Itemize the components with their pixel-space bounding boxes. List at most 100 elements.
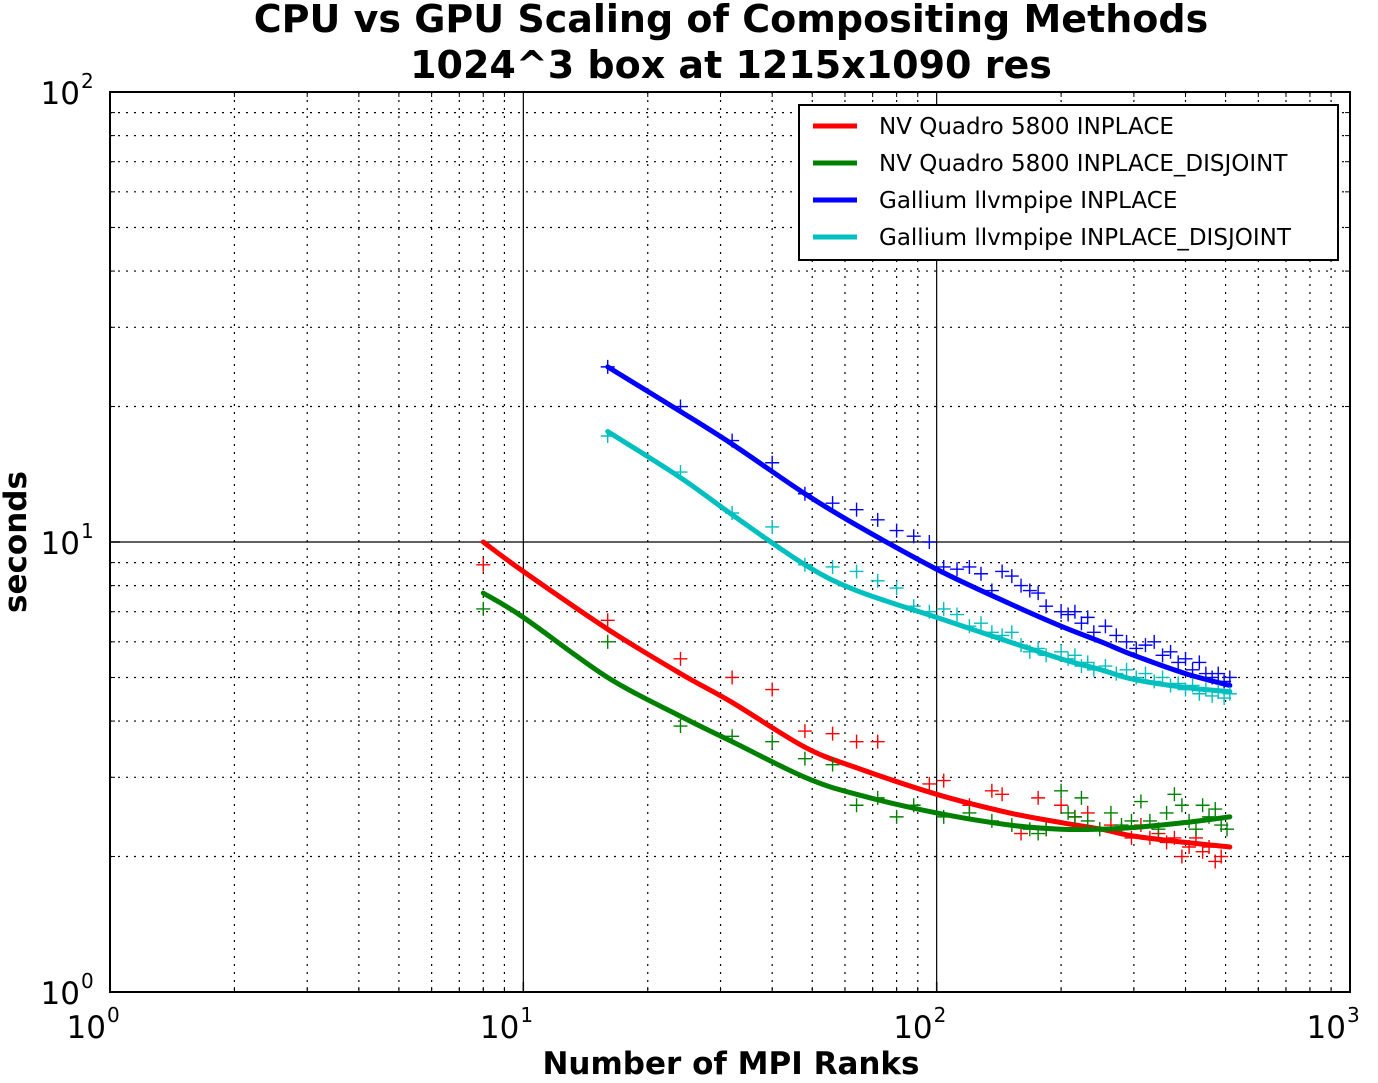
data-point-marker (825, 726, 840, 741)
data-point-marker (950, 562, 965, 577)
data-point-marker (1129, 641, 1144, 656)
x-tick-label-base: 10 (67, 1010, 106, 1046)
legend-entry: Gallium llvmpipe INPLACE_DISJOINT (813, 225, 1292, 251)
data-point-marker (849, 502, 864, 517)
data-point-marker (1220, 822, 1234, 837)
data-point-marker (725, 670, 740, 685)
data-point-marker (849, 798, 864, 813)
data-point-marker (1109, 628, 1124, 643)
data-point-marker (1067, 648, 1082, 663)
data-point-marker (1119, 634, 1134, 649)
data-point-marker (950, 607, 965, 622)
x-tick-label-exponent: 2 (934, 1003, 947, 1027)
data-point-marker (600, 634, 615, 649)
data-point-marker (797, 751, 812, 766)
data-point-marker (1222, 670, 1237, 685)
data-point-marker (1054, 604, 1069, 619)
x-tick-label-exponent: 0 (107, 1003, 120, 1027)
x-tick-label-base: 10 (480, 1010, 519, 1046)
data-point-marker (1174, 849, 1189, 864)
y-tick-label: 10 1 (41, 519, 94, 562)
data-point-marker (870, 573, 885, 588)
y-tick-label-exponent: 2 (81, 69, 94, 93)
y-tick-label-exponent: 0 (81, 969, 94, 993)
series-3 (600, 359, 1237, 689)
y-tick-label-exponent: 1 (81, 519, 94, 543)
y-tick-label: 10 2 (41, 69, 94, 112)
data-point-marker (1031, 586, 1046, 601)
data-point-marker (962, 559, 977, 574)
x-tick-label: 10 3 (1307, 1003, 1360, 1046)
data-point-marker (1178, 651, 1193, 666)
data-point-marker (1061, 805, 1076, 820)
data-point-marker (849, 564, 864, 579)
data-point-marker (936, 601, 951, 616)
data-point-marker (1195, 798, 1210, 813)
data-point-marker (600, 613, 615, 628)
series-fit-line (605, 429, 1233, 695)
data-point-marker (825, 757, 840, 772)
data-point-marker (889, 581, 904, 596)
data-point-marker (1074, 790, 1089, 805)
data-point-marker (1163, 644, 1178, 659)
legend-entry: NV Quadro 5800 INPLACE_DISJOINT (813, 151, 1288, 177)
data-point-marker (1039, 599, 1054, 614)
data-point-marker (1214, 849, 1229, 864)
x-tick-label-exponent: 3 (1347, 1003, 1360, 1027)
legend: NV Quadro 5800 INPLACE NV Quadro 5800 INP… (798, 104, 1339, 261)
data-point-marker (1031, 790, 1046, 805)
data-point-marker (1103, 805, 1118, 820)
data-point-marker (889, 523, 904, 538)
data-point-marker (922, 535, 937, 549)
chart-subtitle: 1024^3 box at 1215x1090 res (410, 43, 1052, 87)
data-point-marker (1004, 625, 1019, 640)
data-point-marker (673, 719, 688, 734)
y-axis-label: seconds (0, 471, 34, 613)
data-point-marker (889, 809, 904, 824)
legend-label: NV Quadro 5800 INPLACE_DISJOINT (879, 151, 1288, 177)
x-tick-label-base: 10 (1307, 1010, 1346, 1046)
chart-title: CPU vs GPU Scaling of Compositing Method… (254, 0, 1208, 41)
data-point-marker (797, 724, 812, 739)
data-point-marker (765, 519, 780, 534)
data-point-marker (765, 455, 780, 470)
x-tick-label: 10 0 (67, 1003, 120, 1046)
data-point-marker (1167, 787, 1182, 802)
series-2 (476, 590, 1234, 841)
data-point-marker (1067, 809, 1082, 824)
series-fit-line (480, 590, 1233, 833)
data-point-marker (1014, 578, 1029, 593)
x-axis-label: Number of MPI Ranks (542, 1046, 919, 1082)
data-point-marker (673, 651, 688, 666)
data-point-marker (1138, 666, 1153, 681)
data-point-marker (1188, 822, 1203, 837)
data-point-marker (995, 564, 1010, 579)
data-point-marker (476, 601, 491, 616)
series-layer (476, 359, 1237, 869)
data-point-marker (1004, 569, 1019, 584)
series-fit-line (480, 539, 1233, 850)
data-point-marker (1147, 634, 1162, 649)
data-point-marker (1192, 655, 1207, 670)
legend-entry: Gallium llvmpipe INPLACE (813, 188, 1177, 214)
data-point-marker (1159, 805, 1174, 820)
data-point-marker (476, 557, 491, 572)
data-point-marker (1074, 616, 1089, 631)
legend-label: NV Quadro 5800 INPLACE (879, 114, 1174, 140)
data-point-marker (765, 734, 780, 749)
series-fit-line (605, 364, 1233, 688)
data-point-marker (906, 529, 921, 544)
data-point-marker (870, 512, 885, 527)
data-point-marker (1080, 813, 1095, 828)
y-tick-label: 10 0 (41, 969, 94, 1012)
data-point-marker (922, 776, 937, 791)
data-point-marker (765, 682, 780, 697)
data-point-marker (1022, 583, 1037, 598)
x-tick-label: 10 2 (893, 1003, 946, 1046)
y-tick-label-base: 10 (41, 976, 80, 1012)
data-point-marker (936, 773, 951, 788)
data-point-marker (870, 734, 885, 749)
data-point-marker (1171, 655, 1186, 670)
